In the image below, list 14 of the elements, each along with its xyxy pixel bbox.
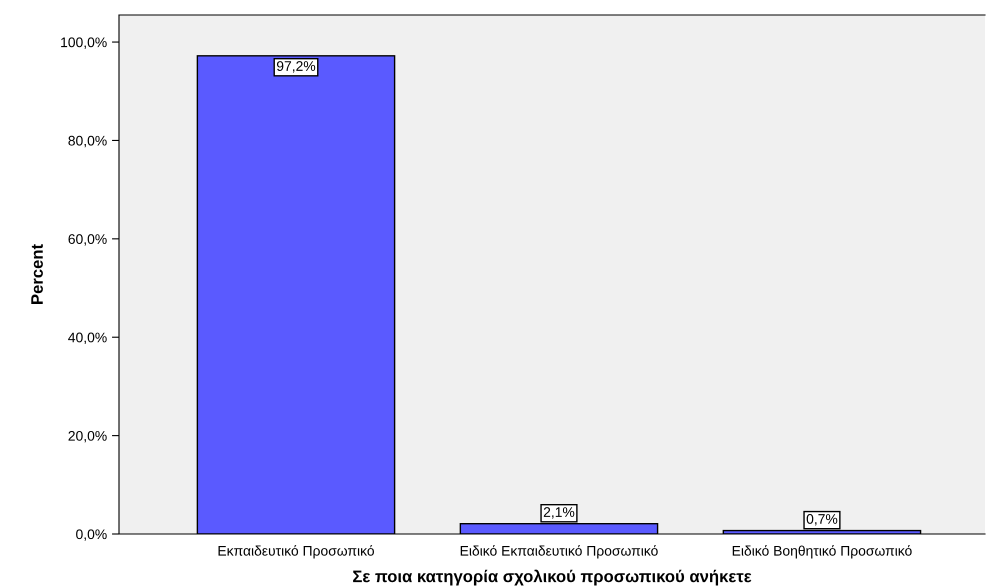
y-tick-label: 80,0% <box>68 136 107 148</box>
data-label: 0,7% <box>806 514 838 526</box>
data-label: 2,1% <box>544 507 574 519</box>
x-axis-title: Σε ποια κατηγορία σχολικού προσωπικού ανήκετε <box>353 570 752 586</box>
y-tick-label: 40,0% <box>68 332 107 344</box>
y-axis-title: Percent <box>31 244 43 304</box>
y-tick-label: 20,0% <box>68 430 107 442</box>
y-tick-label: 0,0% <box>76 529 107 541</box>
y-tick-label: 60,0% <box>68 234 107 246</box>
y-tick-label: 100,0% <box>61 37 107 49</box>
x-tick-label: Ειδικό Βοηθητικό Προσωπικό <box>732 545 912 558</box>
x-tick-label: Ειδικό Εκπαιδευτικό Προσωπικό <box>460 545 658 558</box>
x-tick-label: Εκπαιδευτικό Προσωπικό <box>218 545 374 558</box>
data-label: 97,2% <box>276 61 316 73</box>
